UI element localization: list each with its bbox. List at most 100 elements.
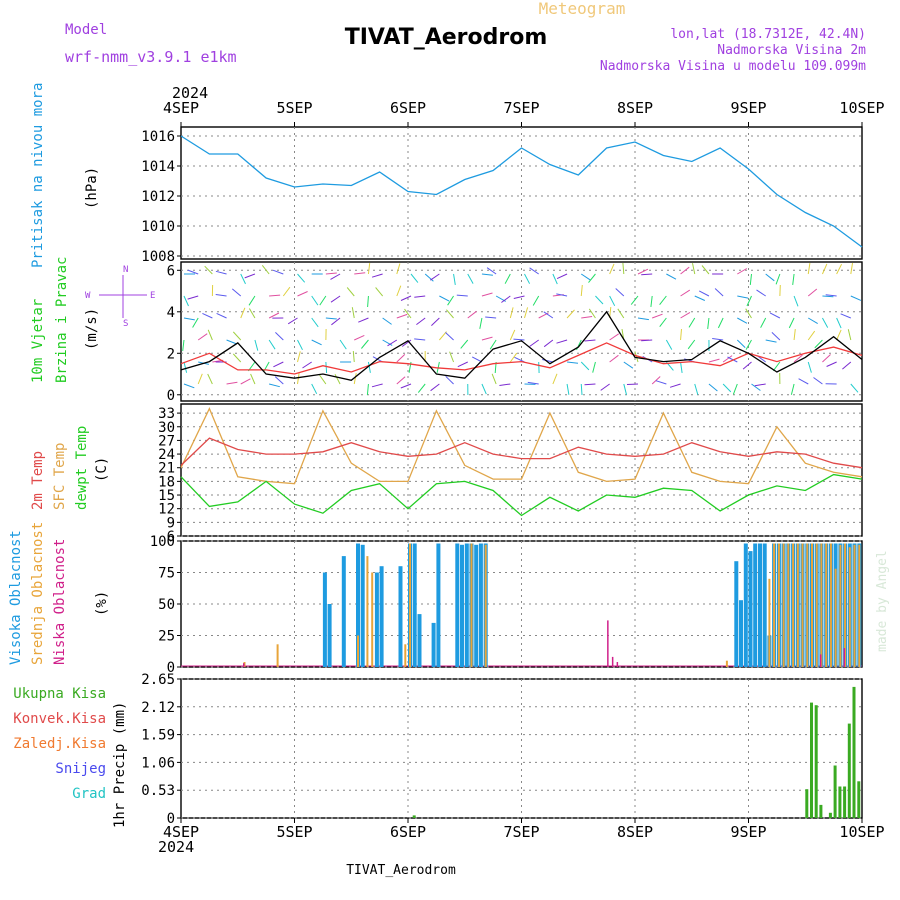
year-bottom: 2024: [158, 838, 194, 856]
wind-barb: [769, 312, 781, 319]
time-label-top: 6SEP: [390, 99, 426, 117]
wind-barb: [197, 373, 203, 385]
total-rain-label: Ukupna Kisa: [13, 686, 106, 702]
lonlat-label: lon,lat (18.7312E, 42.4N): [670, 27, 866, 42]
wind-barb: [609, 295, 616, 307]
wind-barb: [717, 317, 724, 329]
wind-barb: [600, 383, 610, 391]
cloud-bar: [356, 543, 360, 667]
cloud-bar: [787, 543, 790, 667]
wind-barb: [836, 263, 843, 275]
time-label-bottom: 9SEP: [730, 823, 766, 841]
wind-barb: [822, 354, 831, 363]
y-tick-label: 33: [158, 406, 175, 422]
cloud-unit: (%): [94, 591, 110, 616]
wind-barb: [274, 376, 284, 385]
wind-barb: [346, 287, 355, 297]
wind-barb: [581, 316, 593, 319]
wind-barb: [504, 273, 511, 284]
wind-barb: [666, 273, 677, 280]
credit-label: made by Angel: [875, 550, 890, 652]
wind-barb: [351, 307, 355, 319]
model-label: Model: [65, 22, 107, 38]
wind-barb: [821, 317, 829, 328]
wind-barb: [793, 329, 796, 341]
precip-bar: [843, 786, 847, 818]
wind-barb: [248, 295, 256, 306]
cloud-bar: [829, 543, 832, 667]
cloud-bar: [357, 635, 359, 667]
wind-barb: [692, 263, 696, 275]
wind-barb: [367, 295, 369, 308]
wind-barb: [367, 361, 371, 373]
wind-barb: [687, 339, 696, 350]
y-tick-label: 1008: [141, 249, 175, 265]
compass-icon: N W E S: [85, 265, 155, 329]
cloud-bar: [404, 644, 407, 667]
svg-text:S: S: [123, 319, 128, 329]
wind-barb: [240, 378, 251, 385]
wind-barb: [481, 336, 493, 341]
wind-barb: [371, 273, 383, 278]
cloud-bar: [455, 543, 460, 667]
wind-barb: [825, 294, 837, 297]
wind-barb: [742, 361, 752, 370]
wind-barb: [330, 273, 341, 280]
wind-barb: [688, 317, 696, 328]
wind-speed-line: [180, 310, 863, 382]
cloud-bar: [811, 543, 813, 667]
wind-barb: [765, 273, 775, 282]
wind-barb: [261, 264, 270, 275]
wind-barb: [588, 273, 596, 283]
wind-barb: [790, 383, 795, 395]
wind-barb: [207, 329, 213, 341]
wind-barb: [354, 272, 366, 275]
cloud-bar: [782, 543, 785, 667]
cloud-bar: [470, 543, 473, 667]
cloud-bar: [815, 543, 818, 667]
wind-barb: [456, 294, 468, 297]
wind-barb: [424, 273, 434, 282]
svg-text:W: W: [85, 291, 91, 301]
wind-barb: [183, 295, 189, 307]
precip-bar: [838, 786, 842, 818]
wind-barb: [282, 286, 291, 297]
wind-barb: [793, 295, 799, 307]
wind-barb: [722, 383, 732, 393]
cloud-bar: [341, 556, 346, 667]
wind-barb: [232, 331, 242, 341]
wind-barb: [556, 339, 568, 344]
cloud-bar: [431, 622, 436, 667]
year-top: 2024: [172, 84, 208, 102]
wind-barb: [371, 383, 383, 388]
time-label-bottom: 10SEP: [839, 823, 884, 841]
wind-barb: [771, 332, 781, 341]
wind-barb: [183, 383, 195, 389]
wind-barb: [754, 383, 766, 387]
wind-barb: [453, 273, 456, 285]
wind-barb: [652, 313, 663, 319]
y-tick-label: 50: [158, 597, 175, 613]
wind-barb: [737, 295, 749, 299]
temp2m-label: 2m Temp: [30, 451, 46, 510]
wind-barb: [334, 373, 341, 385]
y-tick-label: 1.06: [141, 755, 175, 771]
wind-barb: [543, 311, 554, 319]
panel-frame-4: [180, 678, 863, 819]
precip-bar: [814, 705, 818, 818]
wind-barb: [542, 359, 553, 363]
y-tick-label: 100: [150, 534, 175, 550]
wind-barb: [680, 328, 682, 341]
wind-barb: [325, 361, 328, 374]
model-name: wrf-nmm_v3.9.1 e1km: [65, 48, 237, 66]
wind-barb: [798, 378, 809, 385]
cloud-bar: [844, 543, 847, 667]
cloud-bar: [374, 572, 379, 667]
wind-barb: [501, 295, 511, 303]
cloud-bar: [474, 544, 479, 667]
cloud-bar: [725, 660, 728, 667]
wind-barb: [850, 295, 862, 301]
wind-barb: [552, 373, 558, 385]
wind-label: 10m Vjetar: [30, 299, 46, 383]
cloud-bar: [792, 543, 795, 667]
